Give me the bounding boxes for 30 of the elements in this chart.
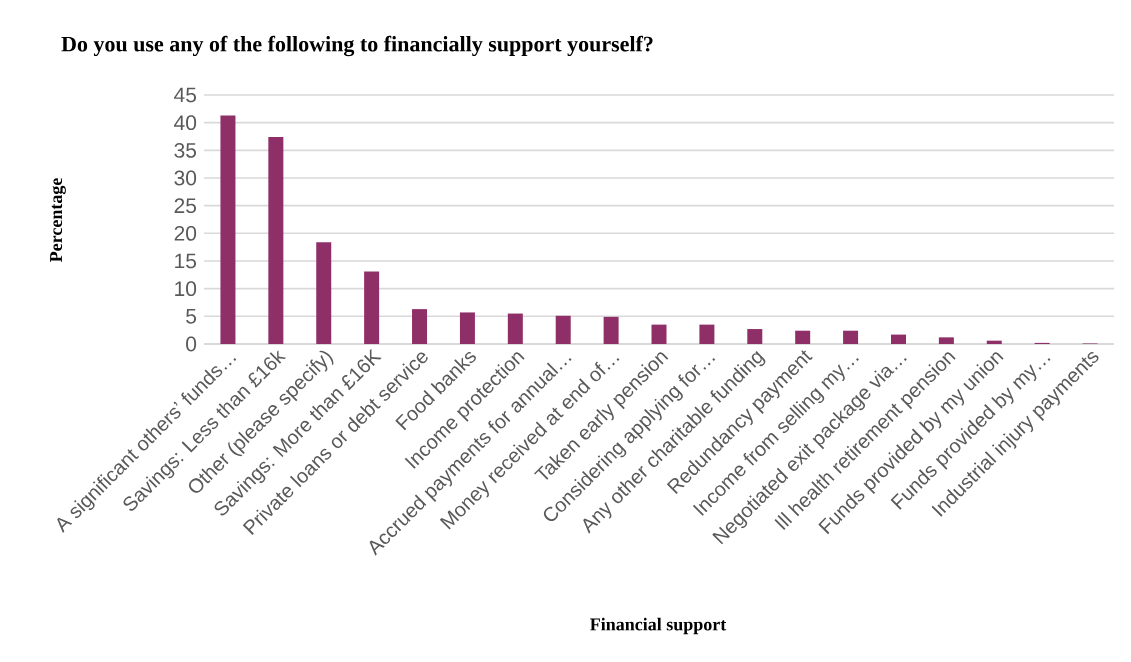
y-tick-label: 25 — [174, 198, 197, 214]
x-axis-title: Financial support — [590, 617, 727, 635]
y-tick-label: 35 — [174, 142, 197, 158]
bar — [459, 312, 475, 344]
y-tick-label: 5 — [186, 309, 197, 324]
bar — [747, 329, 763, 344]
bar — [603, 316, 619, 344]
bar — [555, 315, 571, 344]
bar — [795, 330, 811, 344]
y-tick-label: 30 — [174, 170, 197, 186]
bar — [364, 271, 380, 344]
bar — [938, 337, 954, 344]
bar — [507, 313, 523, 344]
y-tick-label: 40 — [174, 115, 197, 131]
bar — [220, 115, 236, 344]
bar — [843, 330, 859, 344]
bar — [268, 137, 284, 344]
y-tick-label: 45 — [174, 87, 197, 103]
y-tick-label: 10 — [175, 281, 197, 297]
y-tick-label: 0 — [186, 336, 197, 352]
bar — [412, 309, 428, 344]
y-axis-title: Percentage — [50, 178, 66, 262]
bar — [890, 334, 906, 344]
chart-title: Do you use any of the following to financially support yourself? — [61, 35, 653, 57]
bar — [986, 340, 1002, 344]
bar — [651, 324, 667, 344]
y-tick-label: 15 — [175, 253, 197, 269]
bar — [316, 242, 332, 344]
bar — [699, 324, 715, 344]
y-tick-label: 20 — [174, 225, 197, 241]
